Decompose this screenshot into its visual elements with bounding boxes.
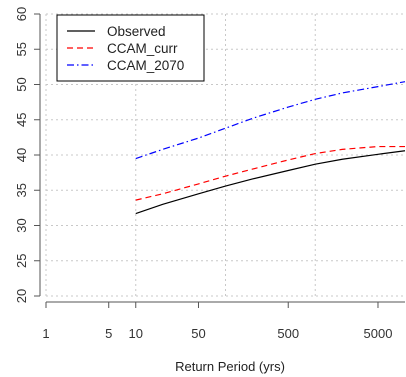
x-tick-label-1: 1 (42, 326, 49, 341)
y-tick-label-40: 40 (14, 148, 29, 162)
series-line-ccam-2070 (135, 81, 406, 160)
y-tick-label-25: 25 (14, 254, 29, 268)
legend-label-observed: Observed (107, 24, 166, 39)
gridlines (45, 13, 405, 297)
y-tick-label-60: 60 (14, 7, 29, 21)
y-tick-label-20: 20 (14, 289, 29, 303)
y-tick-label-50: 50 (14, 77, 29, 91)
x-tick-label-5: 5 (105, 326, 112, 341)
x-axis-label: Return Period (yrs) (175, 359, 285, 374)
x-tick-label-500: 500 (277, 326, 299, 341)
series-lines (135, 81, 406, 215)
legend-label-ccam-2070: CCAM_2070 (107, 58, 184, 73)
legend: Observed CCAM_curr CCAM_2070 (56, 14, 205, 82)
y-tick-label-30: 30 (14, 218, 29, 232)
series-line-ccam-curr (135, 145, 405, 201)
y-tick-label-45: 45 (14, 113, 29, 127)
x-tick-label-10: 10 (129, 326, 143, 341)
series-line-observed (135, 150, 406, 215)
y-tick-label-55: 55 (14, 42, 29, 56)
y-tick-label-35: 35 (14, 183, 29, 197)
axes: 20 25 30 35 40 45 50 55 60 1 5 10 50 500 5000 (14, 7, 405, 341)
x-tick-label-5000: 5000 (364, 326, 393, 341)
x-tick-label-50: 50 (191, 326, 205, 341)
legend-label-ccam-curr: CCAM_curr (107, 41, 178, 56)
